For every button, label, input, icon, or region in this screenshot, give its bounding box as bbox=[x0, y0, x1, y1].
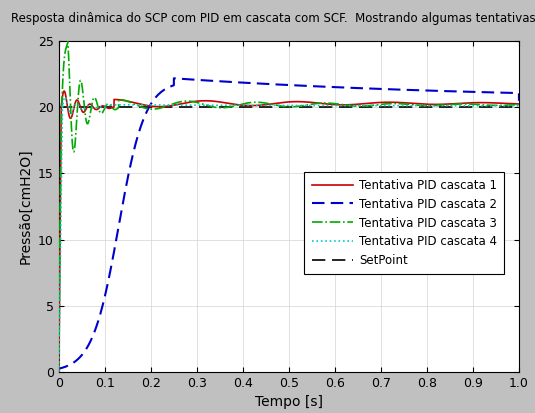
Line: Tentativa PID cascata 3: Tentativa PID cascata 3 bbox=[59, 35, 519, 372]
Tentativa PID cascata 1 bbox=[58, 131, 64, 136]
Tentativa PID cascata 1 bbox=[280, 100, 287, 105]
Tentativa PID cascata 4 bbox=[516, 103, 522, 108]
Tentativa PID cascata 3 bbox=[56, 369, 62, 374]
Line: Tentativa PID cascata 4: Tentativa PID cascata 4 bbox=[59, 97, 519, 372]
Tentativa PID cascata 3 bbox=[58, 146, 64, 151]
Tentativa PID cascata 3 bbox=[516, 102, 522, 107]
Tentativa PID cascata 2 bbox=[171, 76, 177, 81]
Text: Resposta dinâmica do SCP com PID em cascata com SCF.  Mostrando algumas tentativ: Resposta dinâmica do SCP com PID em casc… bbox=[11, 12, 535, 25]
Tentativa PID cascata 2 bbox=[146, 105, 152, 110]
Tentativa PID cascata 1 bbox=[61, 88, 67, 93]
Tentativa PID cascata 3 bbox=[280, 104, 287, 109]
Tentativa PID cascata 2 bbox=[516, 98, 522, 103]
Tentativa PID cascata 4 bbox=[146, 102, 152, 107]
Tentativa PID cascata 3 bbox=[492, 103, 498, 108]
X-axis label: Tempo [s]: Tempo [s] bbox=[255, 395, 323, 409]
Tentativa PID cascata 3 bbox=[146, 107, 152, 112]
Tentativa PID cascata 1 bbox=[56, 369, 62, 374]
Tentativa PID cascata 4 bbox=[492, 103, 498, 108]
Tentativa PID cascata 3 bbox=[64, 32, 70, 37]
Tentativa PID cascata 4 bbox=[83, 104, 90, 109]
Tentativa PID cascata 1 bbox=[516, 102, 522, 107]
Tentativa PID cascata 2 bbox=[58, 366, 64, 370]
Legend: Tentativa PID cascata 1, Tentativa PID cascata 2, Tentativa PID cascata 3, Tenta: Tentativa PID cascata 1, Tentativa PID c… bbox=[304, 172, 504, 274]
Tentativa PID cascata 4 bbox=[280, 103, 287, 108]
Line: Tentativa PID cascata 2: Tentativa PID cascata 2 bbox=[59, 78, 519, 372]
Tentativa PID cascata 2 bbox=[492, 90, 498, 95]
Tentativa PID cascata 4 bbox=[56, 369, 62, 374]
Tentativa PID cascata 1 bbox=[492, 100, 498, 105]
Tentativa PID cascata 2 bbox=[83, 346, 89, 351]
Tentativa PID cascata 2 bbox=[75, 357, 81, 362]
Tentativa PID cascata 1 bbox=[75, 98, 81, 103]
Tentativa PID cascata 1 bbox=[146, 103, 152, 108]
Line: Tentativa PID cascata 1: Tentativa PID cascata 1 bbox=[59, 91, 519, 372]
Tentativa PID cascata 3 bbox=[83, 119, 90, 124]
Tentativa PID cascata 3 bbox=[75, 98, 81, 103]
Tentativa PID cascata 4 bbox=[75, 102, 81, 107]
Tentativa PID cascata 2 bbox=[56, 369, 62, 374]
Tentativa PID cascata 4 bbox=[62, 95, 68, 100]
Tentativa PID cascata 1 bbox=[83, 106, 90, 111]
Tentativa PID cascata 4 bbox=[58, 217, 64, 222]
Y-axis label: Pressão[cmH2O]: Pressão[cmH2O] bbox=[19, 149, 33, 264]
Tentativa PID cascata 2 bbox=[280, 82, 287, 87]
